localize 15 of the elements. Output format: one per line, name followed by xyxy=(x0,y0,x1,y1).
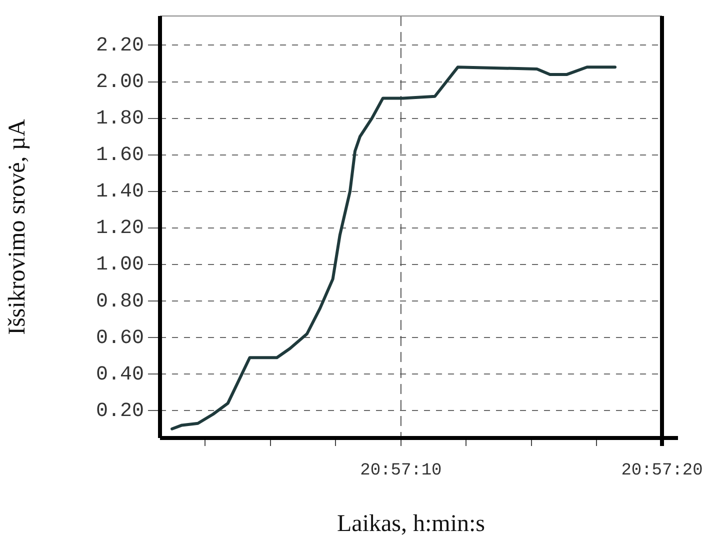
x-tick-label: 20:57:20 xyxy=(621,462,703,481)
y-tick-label: 0.20 xyxy=(96,400,144,423)
y-tick-label: 0.60 xyxy=(96,326,144,350)
x-axis-title: Laikas, h:min:s xyxy=(337,510,485,537)
y-tick-label: 2.20 xyxy=(96,34,144,58)
y-axis-title: Išsikrovimo srovė, µA xyxy=(4,118,31,335)
y-tick-label: 0.40 xyxy=(96,363,144,386)
y-tick-label: 1.00 xyxy=(96,254,144,277)
y-tick-label: 2.00 xyxy=(96,71,144,94)
y-tick-label: 1.20 xyxy=(96,217,144,240)
x-tick-label: 20:57:10 xyxy=(360,462,442,481)
y-tick-label: 1.60 xyxy=(96,144,144,168)
y-tick-label: 0.80 xyxy=(96,290,144,314)
y-tick-label: 1.40 xyxy=(96,180,144,204)
y-tick-label: 1.80 xyxy=(96,108,144,131)
